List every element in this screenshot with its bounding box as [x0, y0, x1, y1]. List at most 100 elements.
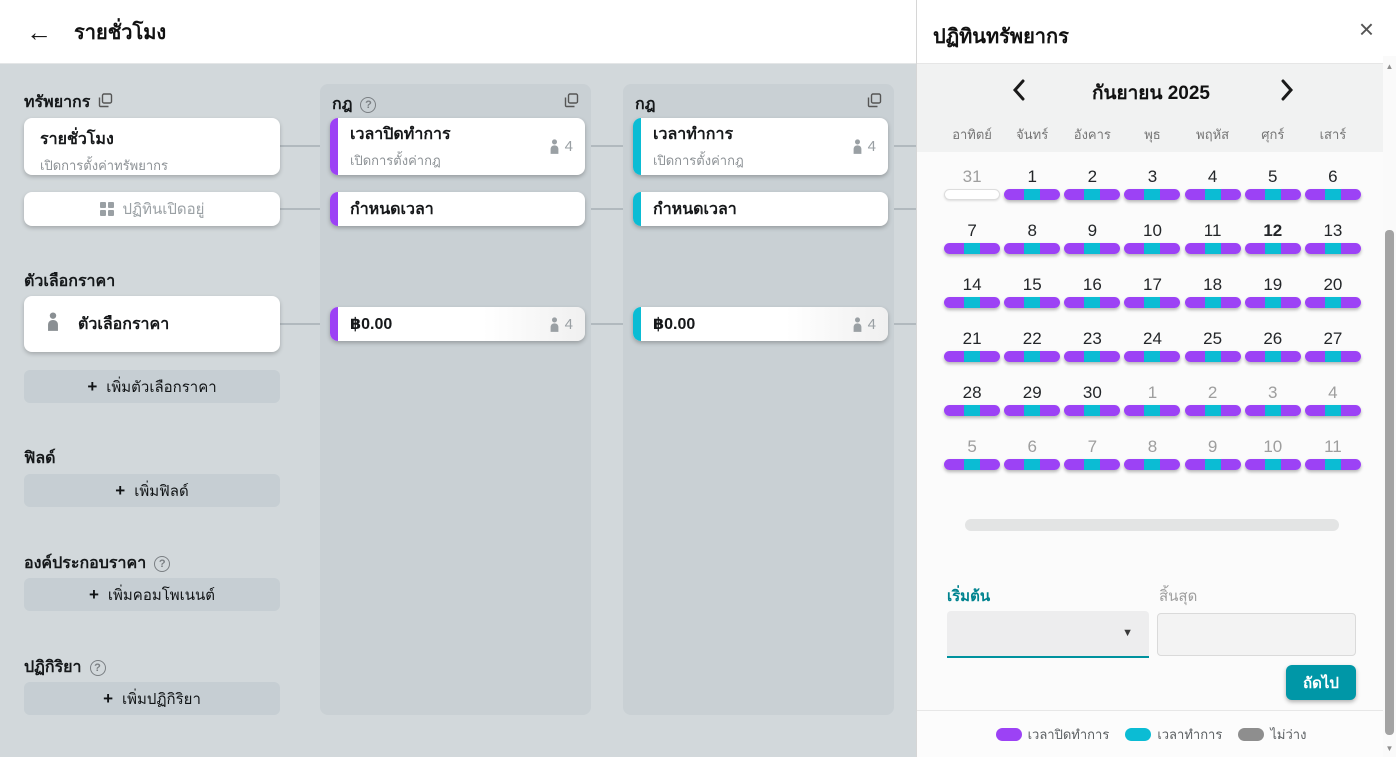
- calendar-day[interactable]: 9: [1183, 434, 1243, 488]
- calendar-day[interactable]: 3: [1122, 164, 1182, 218]
- panel-scrollbar[interactable]: ▲ ▼: [1383, 56, 1396, 757]
- add-reaction-button[interactable]: + เพิ่มปฏิกิริยา: [24, 682, 280, 715]
- availability-pill: [1124, 405, 1181, 416]
- calendar-day[interactable]: 23: [1062, 326, 1122, 380]
- scroll-up-icon[interactable]: ▲: [1385, 62, 1394, 71]
- calendar-day[interactable]: 6: [1002, 434, 1062, 488]
- calendar-day[interactable]: 2: [1062, 164, 1122, 218]
- calendar-day[interactable]: 16: [1062, 272, 1122, 326]
- add-price-option-button[interactable]: + เพิ่มตัวเลือกราคา: [24, 370, 280, 403]
- day-number: 23: [1082, 329, 1102, 348]
- scroll-down-icon[interactable]: ▼: [1385, 744, 1394, 753]
- day-number: 25: [1203, 329, 1223, 348]
- availability-pill: [1004, 405, 1061, 416]
- calendar-day[interactable]: 30: [1062, 380, 1122, 434]
- calendar-day[interactable]: 24: [1122, 326, 1182, 380]
- add-component-button[interactable]: + เพิ่มคอมโพเนนต์: [24, 578, 280, 611]
- calendar-day[interactable]: 19: [1243, 272, 1303, 326]
- calendar-day[interactable]: 1: [1002, 164, 1062, 218]
- person-icon: [853, 139, 862, 154]
- calendar-day[interactable]: 17: [1122, 272, 1182, 326]
- calendar-day[interactable]: 10: [1122, 218, 1182, 272]
- rule-card-schedule[interactable]: กำหนดเวลา: [633, 192, 888, 226]
- calendar-day[interactable]: 13: [1303, 218, 1363, 272]
- day-number: 1: [1147, 383, 1158, 402]
- availability-pill: [1304, 297, 1361, 308]
- calendar-day[interactable]: 25: [1183, 326, 1243, 380]
- help-icon[interactable]: ?: [360, 96, 377, 113]
- rule-card-working-hours[interactable]: เวลาทำการ เปิดการตั้งค่ากฎ 4: [633, 118, 888, 175]
- resource-card[interactable]: รายชั่วโมง เปิดการตั้งค่าทรัพยากร: [24, 118, 280, 175]
- calendar-day[interactable]: 1: [1122, 380, 1182, 434]
- calendar-day[interactable]: 11: [1183, 218, 1243, 272]
- price-option-card[interactable]: ตัวเลือกราคา: [24, 296, 280, 352]
- day-number: 6: [1027, 437, 1037, 456]
- next-button[interactable]: ถัดไป: [1286, 665, 1356, 700]
- calendar-day[interactable]: 8: [1002, 218, 1062, 272]
- calendar-day[interactable]: 22: [1002, 326, 1062, 380]
- copy-icon[interactable]: [867, 93, 882, 113]
- calendar-day[interactable]: 4: [1183, 164, 1243, 218]
- help-icon[interactable]: ?: [89, 659, 106, 676]
- calendar-day[interactable]: 2: [1183, 380, 1243, 434]
- rule-card-schedule[interactable]: กำหนดเวลา: [330, 192, 585, 226]
- chevron-right-icon[interactable]: [1279, 79, 1295, 106]
- calendar-day[interactable]: 18: [1183, 272, 1243, 326]
- availability-pill: [1004, 459, 1061, 470]
- legend-item: เวลาปิดทำการ: [995, 724, 1109, 745]
- calendar-day[interactable]: 21: [942, 326, 1002, 380]
- close-icon[interactable]: ×: [1358, 14, 1374, 44]
- calendar-day[interactable]: 20: [1303, 272, 1363, 326]
- calendar-day[interactable]: 5: [1243, 164, 1303, 218]
- calendar-day[interactable]: 28: [942, 380, 1002, 434]
- open-calendar-card[interactable]: ปฏิทินเปิดอยู่: [24, 192, 280, 226]
- calendar-day[interactable]: 6: [1303, 164, 1363, 218]
- legend-item: ไม่ว่าง: [1238, 724, 1306, 745]
- availability-pill: [1004, 297, 1061, 308]
- availability-pill: [1184, 297, 1241, 308]
- day-number: 26: [1263, 329, 1283, 348]
- scrollbar-thumb[interactable]: [1385, 230, 1394, 735]
- calendar-day[interactable]: 29: [1002, 380, 1062, 434]
- plus-icon: +: [115, 480, 126, 500]
- day-number: 2: [1207, 383, 1218, 402]
- calendar-header-block: กันยายน 2025 อาทิตย์ จันทร์ อังคาร พุธ พฤหัส…: [917, 64, 1385, 152]
- calendar-day[interactable]: 9: [1062, 218, 1122, 272]
- availability-pill: [1244, 459, 1301, 470]
- calendar-day[interactable]: 7: [1062, 434, 1122, 488]
- plus-icon: +: [103, 688, 114, 708]
- calendar-day[interactable]: 8: [1122, 434, 1182, 488]
- back-button[interactable]: ←: [26, 16, 52, 47]
- help-icon[interactable]: ?: [154, 555, 171, 572]
- calendar-day[interactable]: 12: [1243, 218, 1303, 272]
- calendar-day[interactable]: 3: [1243, 380, 1303, 434]
- copy-icon[interactable]: [564, 93, 579, 113]
- rule-card-closed-hours[interactable]: เวลาปิดทำการ เปิดการตั้งค่ากฎ 4: [330, 118, 585, 175]
- rule-card-price[interactable]: ฿0.00 4: [633, 307, 888, 341]
- person-icon: [550, 139, 559, 154]
- calendar-day[interactable]: 27: [1303, 326, 1363, 380]
- rule-card-price[interactable]: ฿0.00 4: [330, 307, 585, 341]
- copy-icon[interactable]: [98, 92, 113, 113]
- calendar-day[interactable]: 26: [1243, 326, 1303, 380]
- calendar-day[interactable]: 5: [942, 434, 1002, 488]
- calendar-day[interactable]: 11: [1303, 434, 1363, 488]
- calendar-day[interactable]: 7: [942, 218, 1002, 272]
- panel-header: ปฏิทินทรัพยากร ×: [917, 0, 1396, 64]
- availability-pill: [1124, 459, 1181, 470]
- availability-pill: [1004, 243, 1061, 254]
- day-name: ศุกร์: [1261, 127, 1285, 142]
- availability-pill: [1004, 351, 1061, 362]
- add-field-button[interactable]: + เพิ่มฟิลด์: [24, 474, 280, 507]
- start-select[interactable]: ▼: [947, 611, 1149, 658]
- end-input[interactable]: [1157, 613, 1356, 656]
- calendar-day[interactable]: 15: [1002, 272, 1062, 326]
- calendar-day[interactable]: 31: [942, 164, 1002, 218]
- calendar-day[interactable]: 10: [1243, 434, 1303, 488]
- calendar-day[interactable]: 14: [942, 272, 1002, 326]
- calendar-day[interactable]: 4: [1303, 380, 1363, 434]
- day-number: 13: [1323, 221, 1343, 240]
- calendar-horizontal-scrollbar[interactable]: [965, 519, 1339, 531]
- connector-line: [888, 323, 916, 325]
- chevron-left-icon[interactable]: [1011, 79, 1027, 106]
